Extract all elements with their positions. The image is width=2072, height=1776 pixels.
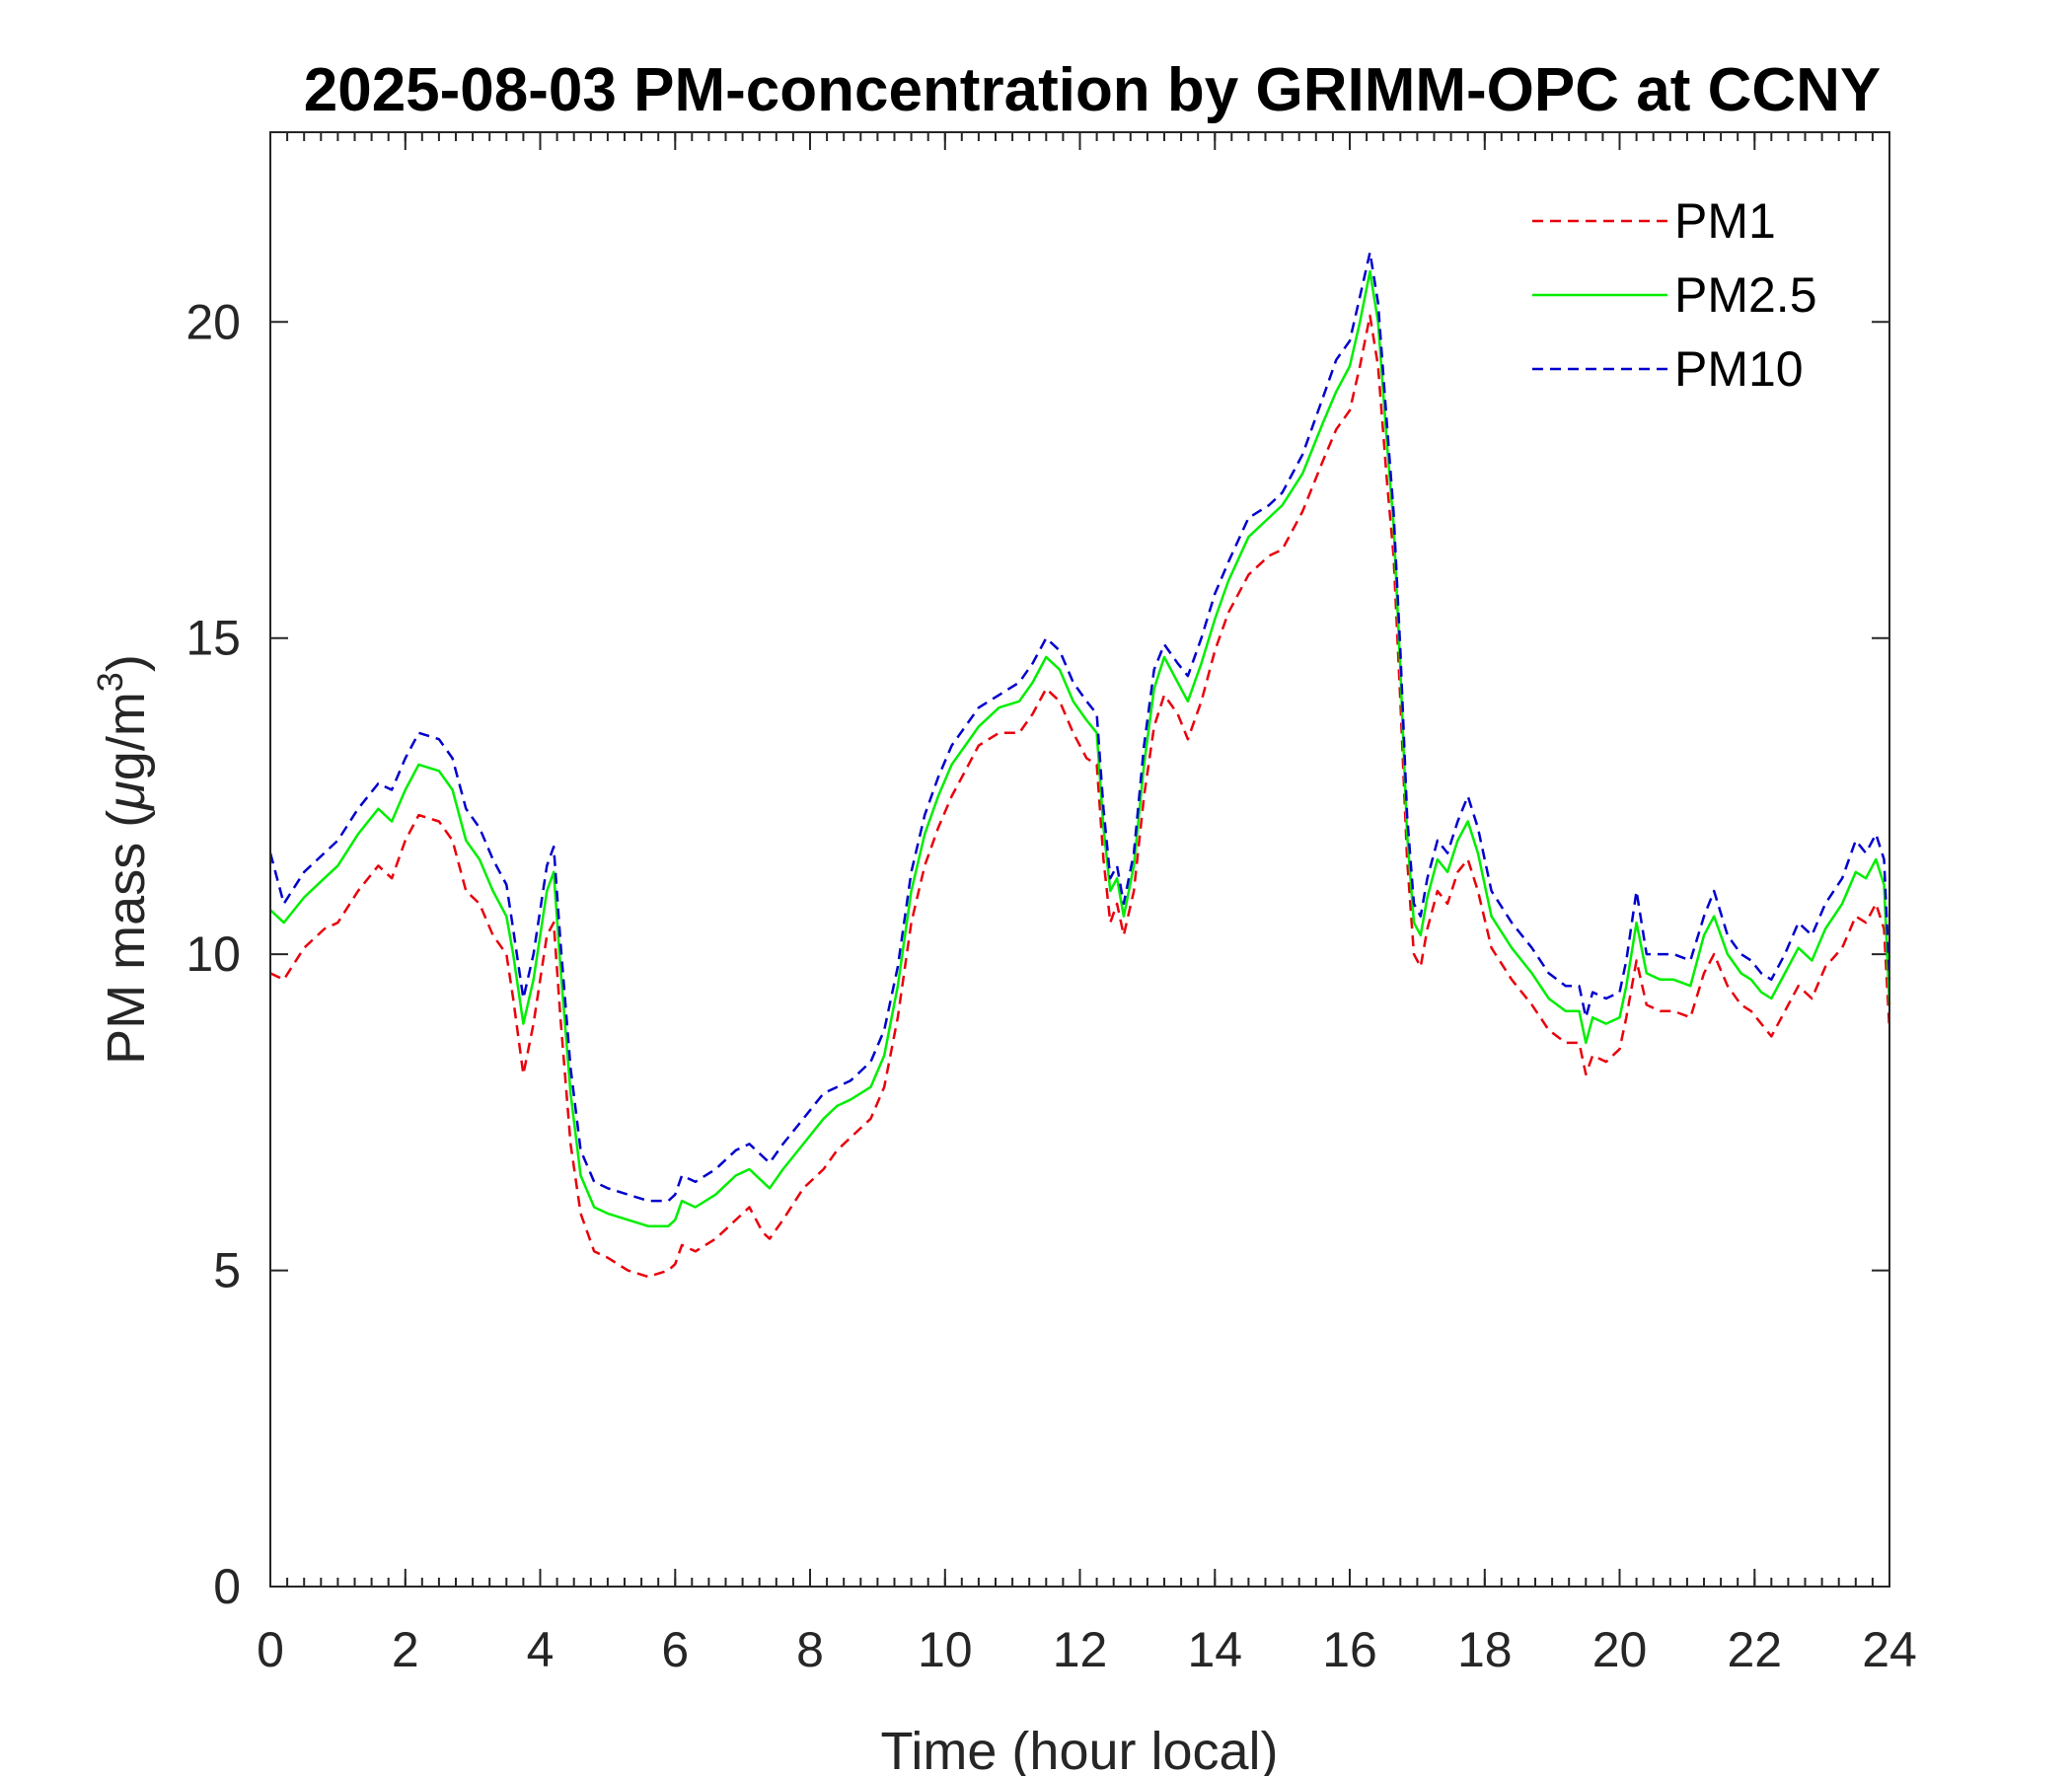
y-axis-label: PM mass (μg/m3): [90, 654, 156, 1065]
y-axis-label-close: ): [97, 654, 156, 672]
x-tick-label: 14: [1187, 1622, 1242, 1677]
y-tick-labels: 0 5 10 15 20: [185, 294, 241, 1614]
x-tick-label: 4: [527, 1622, 555, 1677]
y-tick-label: 15: [185, 611, 241, 666]
y-axis-label-mu: μ: [97, 780, 156, 812]
series-line-pm1: [269, 314, 1891, 1279]
series-layer: [268, 251, 1891, 1279]
legend-label: PM10: [1674, 341, 1804, 397]
plot-area: [270, 132, 1889, 1587]
x-tick-label: 8: [796, 1622, 824, 1677]
series-line-pm2-5: [269, 269, 1891, 1227]
chart-title: 2025-08-03 PM-concentration by GRIMM-OPC…: [304, 56, 1882, 124]
y-tick-label: 0: [213, 1559, 241, 1614]
legend-label: PM1: [1674, 193, 1776, 249]
y-axis-label-main: PM mass (: [97, 810, 156, 1065]
y-tick-label: 10: [185, 926, 241, 982]
x-tick-label: 22: [1727, 1622, 1782, 1677]
x-tick-label: 10: [918, 1622, 973, 1677]
legend: PM1 PM2.5 PM10: [1532, 193, 1817, 397]
x-tick-label: 20: [1592, 1622, 1648, 1677]
plot-frame: [269, 131, 1890, 1588]
x-axis-label: Time (hour local): [880, 1722, 1278, 1776]
x-tick-label: 0: [257, 1622, 284, 1677]
y-tick-label: 20: [185, 294, 241, 349]
x-tick-label: 18: [1457, 1622, 1513, 1677]
x-tick-labels: 0 2 4 6 8 10 12 14 16 18 20 22 24: [257, 1622, 1917, 1677]
legend-label: PM2.5: [1674, 267, 1817, 323]
y-axis-label-superscript: 3: [90, 672, 130, 692]
x-tick-label: 2: [392, 1622, 419, 1677]
x-tick-label: 16: [1322, 1622, 1377, 1677]
x-tick-label: 12: [1053, 1622, 1108, 1677]
y-axis-label-unit: g/m: [97, 692, 156, 780]
x-tick-label: 24: [1862, 1622, 1917, 1677]
series-line-pm10: [268, 251, 1891, 1203]
x-tick-label: 6: [661, 1622, 689, 1677]
y-tick-label: 5: [213, 1243, 241, 1298]
